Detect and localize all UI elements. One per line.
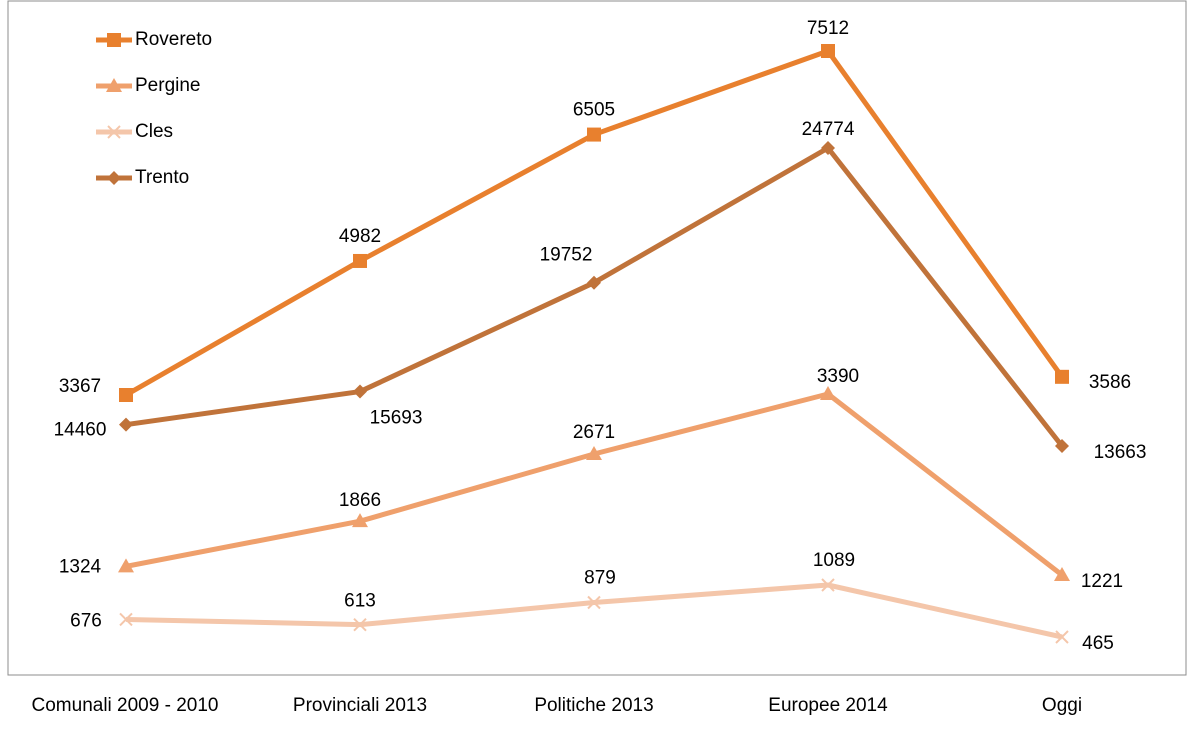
- data-label-pergine-3: 2671: [573, 422, 615, 443]
- point-pergine-3: [586, 445, 602, 460]
- point-rovereto-5: [1055, 369, 1069, 384]
- legend-marker-trento: [107, 171, 121, 185]
- point-pergine-5: [1054, 567, 1070, 581]
- x-tick-label-4: Europee 2014: [768, 695, 888, 716]
- point-pergine-4: [820, 386, 836, 400]
- point-trento-5: [1055, 439, 1069, 453]
- series-pergine: [118, 386, 1070, 581]
- legend-marker-rovereto: [107, 33, 121, 47]
- legend-item-rovereto: Rovereto: [96, 29, 212, 50]
- data-label-cles-3: 879: [584, 568, 616, 589]
- series-trento: [119, 141, 1069, 453]
- data-label-rovereto-4: 7512: [807, 18, 849, 39]
- point-pergine-2: [352, 513, 368, 528]
- plot-area-border: [7, 0, 1187, 676]
- point-rovereto-3: [587, 127, 601, 142]
- legend-item-cles: Cles: [96, 121, 173, 142]
- point-cles-5: [1055, 630, 1069, 644]
- legend: Rovereto Pergine Cles Trento: [96, 29, 212, 188]
- legend-item-pergine: Pergine: [96, 75, 201, 96]
- x-tick-label-1: Comunali 2009 - 2010: [32, 695, 219, 716]
- data-label-cles-5: 465: [1082, 633, 1114, 654]
- data-label-trento-1: 14460: [54, 420, 107, 441]
- point-trento-1: [119, 417, 133, 432]
- data-label-pergine-1: 1324: [59, 556, 102, 577]
- data-label-rovereto-2: 4982: [339, 226, 381, 247]
- point-cles-3: [587, 595, 601, 610]
- legend-marker-pergine: [106, 78, 122, 92]
- legend-label: Pergine: [135, 75, 201, 96]
- series-rovereto: [119, 44, 1069, 402]
- point-rovereto-2: [353, 253, 367, 268]
- point-rovereto-4: [821, 44, 835, 58]
- point-rovereto-1: [119, 388, 133, 402]
- legend-label: Trento: [135, 167, 189, 188]
- x-axis-labels: Comunali 2009 - 2010 Provinciali 2013 Poli…: [32, 695, 1083, 716]
- series-layer: [118, 44, 1070, 644]
- data-label-pergine-4: 3390: [817, 366, 859, 387]
- data-label-cles-1: 676: [70, 610, 102, 631]
- data-label-cles-2: 613: [344, 591, 376, 612]
- data-label-pergine-2: 1866: [339, 490, 381, 511]
- data-label-trento-4: 24774: [802, 119, 855, 140]
- legend-marker-cles: [107, 125, 121, 139]
- point-cles-2: [353, 617, 367, 632]
- data-label-rovereto-3: 6505: [573, 100, 615, 121]
- data-label-trento-2: 15693: [370, 408, 423, 429]
- data-label-cles-4: 1089: [813, 550, 855, 571]
- data-label-trento-5: 13663: [1094, 442, 1147, 463]
- data-label-pergine-5: 1221: [1081, 571, 1123, 592]
- x-tick-label-5: Oggi: [1042, 695, 1082, 716]
- data-label-rovereto-5: 3586: [1089, 372, 1131, 393]
- point-trento-3: [587, 275, 601, 290]
- series-cles: [119, 578, 1069, 644]
- legend-item-trento: Trento: [96, 167, 189, 188]
- data-label-rovereto-1: 3367: [59, 376, 101, 397]
- point-cles-4: [821, 578, 835, 592]
- point-pergine-1: [118, 558, 134, 573]
- point-trento-2: [353, 384, 367, 399]
- x-tick-label-2: Provinciali 2013: [293, 695, 427, 716]
- legend-label: Cles: [135, 121, 173, 142]
- data-label-trento-3: 19752: [540, 245, 593, 266]
- legend-label: Rovereto: [135, 29, 212, 50]
- data-label-layer: 676 613 879 1089 465 1324 1866 2671 3390 1221 1446…: [54, 18, 1147, 654]
- point-trento-4: [821, 141, 835, 155]
- point-cles-1: [119, 612, 133, 627]
- x-tick-label-3: Politiche 2013: [534, 695, 653, 716]
